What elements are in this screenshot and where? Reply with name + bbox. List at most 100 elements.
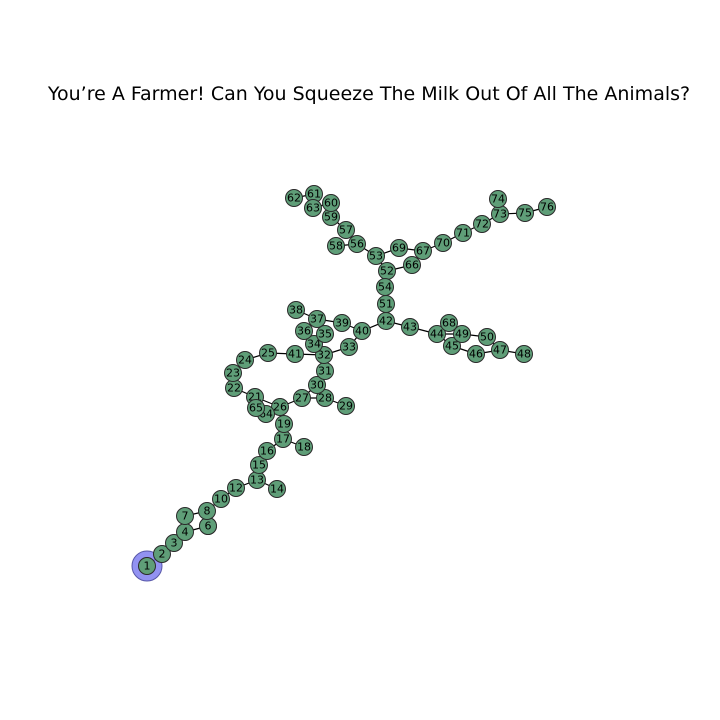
graph-node-44[interactable]: 44 — [428, 325, 446, 343]
graph-node-69[interactable]: 69 — [390, 239, 408, 257]
graph-node-48[interactable]: 48 — [515, 345, 533, 363]
graph-node-12[interactable]: 12 — [227, 479, 245, 497]
graph-node-label: 38 — [289, 304, 303, 317]
graph-node-68[interactable]: 68 — [440, 314, 458, 332]
graph-node-30[interactable]: 30 — [308, 376, 326, 394]
graph-node-45[interactable]: 45 — [443, 337, 461, 355]
graph-node-49[interactable]: 49 — [453, 325, 471, 343]
graph-node-61[interactable]: 61 — [305, 185, 323, 203]
graph-node-66[interactable]: 66 — [403, 256, 421, 274]
graph-node-63[interactable]: 63 — [304, 199, 322, 217]
graph-node-52[interactable]: 52 — [378, 262, 396, 280]
graph-node-73[interactable]: 73 — [491, 205, 509, 223]
graph-node-circle — [473, 215, 491, 233]
graph-node-62[interactable]: 62 — [285, 189, 303, 207]
graph-node-46[interactable]: 46 — [467, 345, 485, 363]
graph-node-circle — [414, 242, 432, 260]
graph-node-43[interactable]: 43 — [401, 318, 419, 336]
graph-node-circle — [327, 237, 345, 255]
graph-node-24[interactable]: 24 — [236, 351, 254, 369]
graph-node-17[interactable]: 17 — [274, 430, 292, 448]
graph-node-label: 7 — [182, 510, 189, 523]
graph-node-circle — [440, 314, 458, 332]
graph-node-circle — [401, 318, 419, 336]
graph-node-25[interactable]: 25 — [259, 344, 277, 362]
graph-node-50[interactable]: 50 — [478, 328, 496, 346]
graph-node-54[interactable]: 54 — [376, 278, 394, 296]
graph-node-label: 58 — [329, 240, 343, 253]
graph-node-40[interactable]: 40 — [353, 322, 371, 340]
graph-node-circle — [286, 345, 304, 363]
graph-node-60[interactable]: 60 — [322, 194, 340, 212]
graph-node-19[interactable]: 19 — [275, 415, 293, 433]
graph-node-circle — [516, 204, 534, 222]
graph-node-circle — [295, 322, 313, 340]
graph-node-27[interactable]: 27 — [293, 389, 311, 407]
graph-node-3[interactable]: 3 — [165, 534, 183, 552]
graph-node-circle — [376, 278, 394, 296]
graph-node-57[interactable]: 57 — [337, 221, 355, 239]
graph-node-56[interactable]: 56 — [348, 235, 366, 253]
graph-node-label: 59 — [324, 211, 338, 224]
graph-node-label: 32 — [317, 349, 331, 362]
graph-node-14[interactable]: 14 — [268, 480, 286, 498]
graph-node-36[interactable]: 36 — [295, 322, 313, 340]
graph-node-8[interactable]: 8 — [198, 502, 216, 520]
graph-node-label: 10 — [214, 493, 228, 506]
graph-node-23[interactable]: 23 — [224, 364, 242, 382]
graph-node-label: 48 — [517, 348, 531, 361]
graph-node-10[interactable]: 10 — [212, 490, 230, 508]
graph-node-75[interactable]: 75 — [516, 204, 534, 222]
graph-node-74[interactable]: 74 — [489, 190, 507, 208]
graph-node-label: 63 — [306, 202, 320, 215]
graph-node-72[interactable]: 72 — [473, 215, 491, 233]
graph-node-2[interactable]: 2 — [153, 545, 171, 563]
graph-node-label: 41 — [288, 348, 302, 361]
graph-node-38[interactable]: 38 — [287, 301, 305, 319]
graph-node-label: 62 — [287, 192, 301, 205]
graph-node-circle — [454, 224, 472, 242]
graph-node-label: 22 — [227, 382, 241, 395]
graph-node-39[interactable]: 39 — [333, 314, 351, 332]
graph-node-41[interactable]: 41 — [286, 345, 304, 363]
graph-node-label: 39 — [335, 317, 349, 330]
graph-node-67[interactable]: 67 — [414, 242, 432, 260]
graph-node-4[interactable]: 4 — [176, 523, 194, 541]
graph-node-26[interactable]: 26 — [271, 398, 289, 416]
graph-node-42[interactable]: 42 — [377, 312, 395, 330]
graph-node-circle — [337, 221, 355, 239]
graph-node-31[interactable]: 31 — [316, 362, 334, 380]
graph-node-label: 3 — [171, 537, 178, 550]
graph-node-65[interactable]: 65 — [247, 399, 265, 417]
graph-node-59[interactable]: 59 — [322, 208, 340, 226]
graph-node-label: 36 — [297, 325, 311, 338]
graph-node-32[interactable]: 32 — [315, 346, 333, 364]
graph-node-51[interactable]: 51 — [377, 295, 395, 313]
graph-node-13[interactable]: 13 — [248, 471, 266, 489]
graph-node-16[interactable]: 16 — [258, 442, 276, 460]
graph-node-label: 72 — [475, 218, 489, 231]
graph-node-circle — [236, 351, 254, 369]
graph-node-18[interactable]: 18 — [295, 438, 313, 456]
graph-node-71[interactable]: 71 — [454, 224, 472, 242]
graph-node-37[interactable]: 37 — [308, 310, 326, 328]
graph-node-58[interactable]: 58 — [327, 237, 345, 255]
graph-node-29[interactable]: 29 — [337, 397, 355, 415]
graph-node-22[interactable]: 22 — [225, 379, 243, 397]
graph-node-label: 19 — [277, 418, 291, 431]
graph-node-label: 47 — [493, 344, 507, 357]
graph-node-7[interactable]: 7 — [176, 507, 194, 525]
graph-node-15[interactable]: 15 — [250, 456, 268, 474]
graph-node-label: 56 — [350, 238, 364, 251]
graph-node-33[interactable]: 33 — [340, 338, 358, 356]
graph-node-76[interactable]: 76 — [538, 198, 556, 216]
graph-node-6[interactable]: 6 — [199, 517, 217, 535]
graph-node-28[interactable]: 28 — [316, 389, 334, 407]
graph-node-47[interactable]: 47 — [491, 341, 509, 359]
graph-node-circle — [176, 507, 194, 525]
graph-node-53[interactable]: 53 — [367, 247, 385, 265]
graph-node-label: 12 — [229, 482, 243, 495]
graph-node-label: 49 — [455, 328, 469, 341]
graph-node-35[interactable]: 35 — [316, 325, 334, 343]
graph-node-70[interactable]: 70 — [434, 234, 452, 252]
